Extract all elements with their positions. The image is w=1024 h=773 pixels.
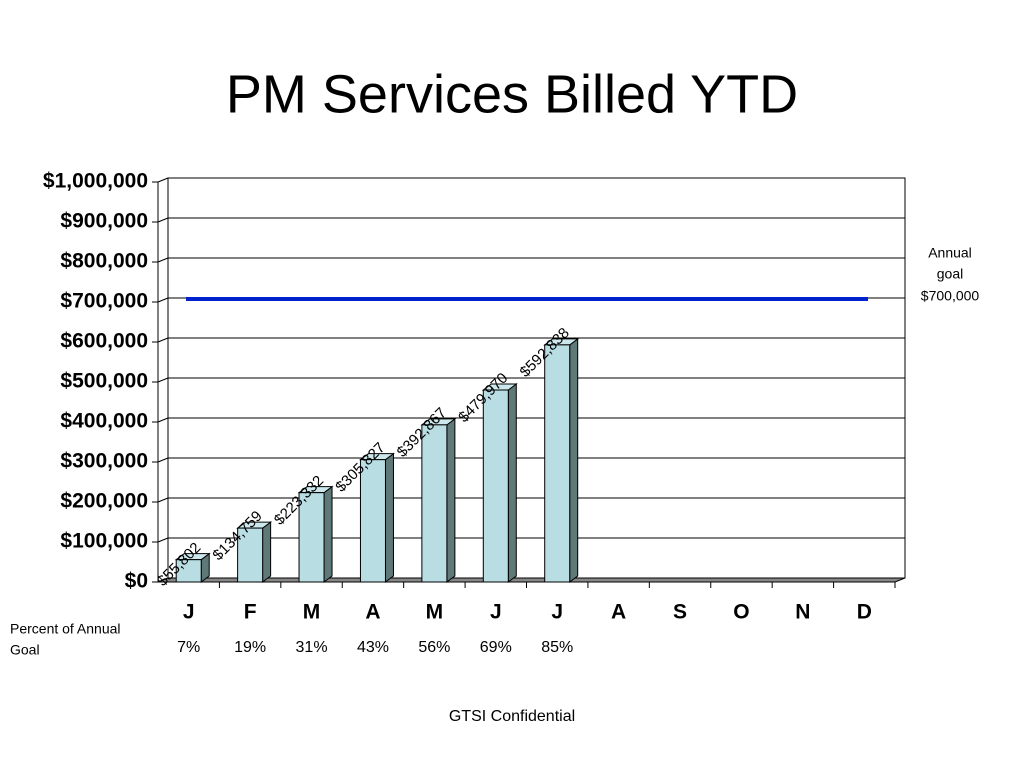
x-tick-label: N [795, 601, 810, 624]
floor [157, 577, 906, 583]
goal-name: goal [937, 266, 963, 282]
y-tick-label: $100,000 [60, 530, 148, 553]
bar-side [446, 417, 456, 583]
bar-side [262, 521, 272, 583]
x-tick-label: J [551, 601, 563, 624]
grid-side [157, 417, 169, 423]
bar [298, 492, 325, 583]
bar-side [323, 485, 333, 583]
bar-side [507, 383, 517, 583]
x-tick-label: D [857, 601, 872, 624]
grid-side [157, 297, 169, 303]
percent-row-label: Goal [10, 642, 40, 658]
y-tick-label: $0 [125, 570, 148, 593]
x-tick-label: A [611, 601, 626, 624]
bar [359, 459, 386, 583]
percent-label: 85% [541, 639, 573, 656]
x-tick-label: M [426, 601, 444, 624]
y-tick-label: $900,000 [60, 210, 148, 233]
x-tick-label: F [244, 601, 257, 624]
y-tick-label: $1,000,000 [43, 170, 148, 193]
bar [544, 344, 571, 583]
goal-name: Annual [928, 245, 972, 261]
grid-side [157, 177, 169, 183]
percent-label: 43% [357, 639, 389, 656]
grid-side [157, 537, 169, 543]
x-tick-label: A [365, 601, 380, 624]
goal-label: $700,000 [921, 288, 980, 304]
x-tick-label: J [183, 601, 195, 624]
bar [237, 527, 264, 583]
x-tick-label: S [673, 601, 687, 624]
bar [482, 389, 509, 583]
y-tick-label: $300,000 [60, 450, 148, 473]
percent-label: 56% [418, 639, 450, 656]
y-tick-label: $600,000 [60, 330, 148, 353]
y-tick-label: $200,000 [60, 490, 148, 513]
percent-label: 69% [480, 639, 512, 656]
percent-label: 31% [296, 639, 328, 656]
grid-side [157, 217, 169, 223]
percent-label: 19% [234, 639, 266, 656]
grid-side [157, 497, 169, 503]
chart-title: PM Services Billed YTD [226, 64, 798, 124]
x-tick-label: J [490, 601, 502, 624]
bar [175, 559, 202, 583]
bar-side [569, 337, 579, 583]
y-tick-label: $400,000 [60, 410, 148, 433]
grid-side [157, 377, 169, 383]
grid-side [157, 257, 169, 263]
grid-side [157, 337, 169, 343]
percent-row-label: Percent of Annual [10, 621, 121, 637]
y-tick-label: $500,000 [60, 370, 148, 393]
bar [421, 424, 448, 583]
x-tick-label: M [303, 601, 321, 624]
footer: GTSI Confidential [449, 708, 575, 725]
grid-side [157, 457, 169, 463]
percent-label: 7% [177, 639, 200, 656]
bar-side [384, 452, 394, 583]
x-tick-label: O [733, 601, 749, 624]
y-tick-label: $800,000 [60, 250, 148, 273]
y-tick-label: $700,000 [60, 290, 148, 313]
